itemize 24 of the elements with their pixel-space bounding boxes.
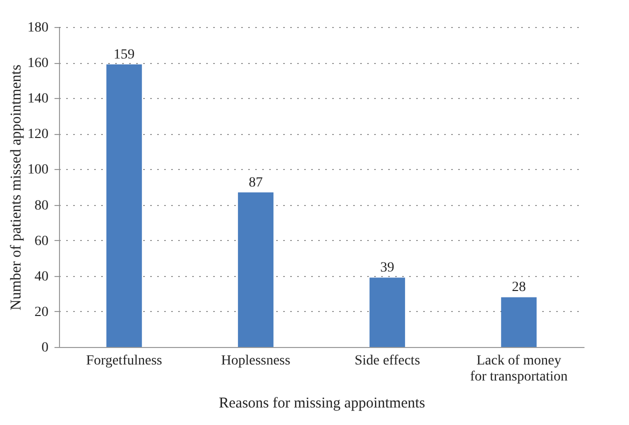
y-tick-label: 140 — [28, 92, 48, 107]
y-tick-label: 100 — [28, 162, 48, 178]
y-axis-title: Number of patients missed appointments — [8, 64, 24, 310]
x-axis-title: Reasons for missing appointments — [218, 396, 426, 412]
y-tick-label: 120 — [28, 127, 48, 142]
bar — [370, 278, 406, 347]
y-tick-label: 160 — [28, 56, 48, 72]
bar — [238, 192, 274, 347]
x-tick-label: Forgetfulness — [86, 354, 162, 368]
x-tick-label: Hoplessness — [221, 354, 290, 368]
y-tick-label: 20 — [34, 304, 48, 320]
bar — [106, 64, 142, 347]
data-label: 28 — [512, 280, 526, 296]
data-label: 39 — [380, 260, 394, 276]
x-tick-label: Side effects — [354, 354, 420, 368]
y-tick-label: 40 — [34, 269, 48, 284]
x-tick-label: Lack of money for transportation — [470, 354, 568, 384]
bar — [501, 297, 537, 347]
data-label: 87 — [248, 175, 263, 190]
y-tick-label: 180 — [28, 20, 48, 36]
y-tick-label: 0 — [42, 340, 48, 356]
y-tick-label: 80 — [34, 198, 48, 214]
y-tick-label: 60 — [34, 234, 48, 249]
data-label: 159 — [114, 47, 135, 62]
